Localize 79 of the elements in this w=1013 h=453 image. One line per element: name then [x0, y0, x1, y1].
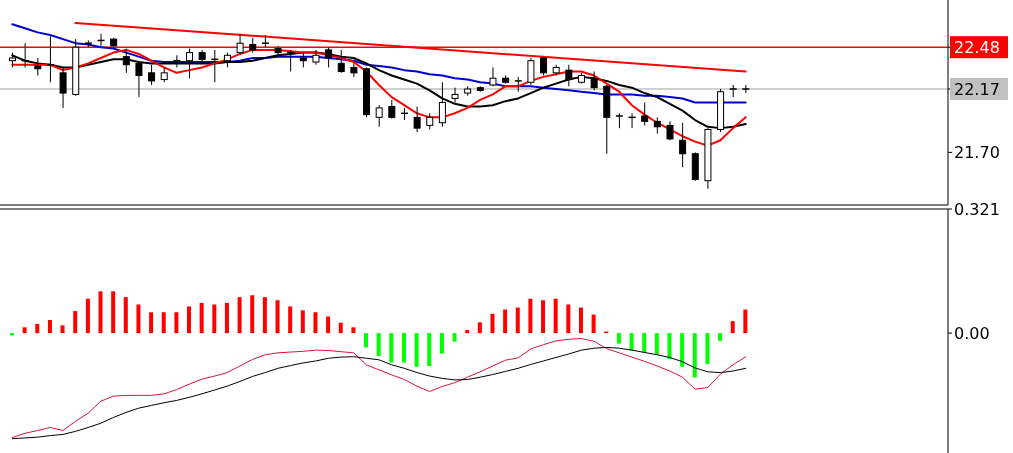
candlestick	[527, 57, 535, 86]
bar	[541, 300, 546, 334]
bar	[490, 313, 495, 334]
bar	[224, 302, 229, 334]
bar	[250, 295, 255, 334]
bar	[35, 323, 40, 334]
bar	[136, 304, 141, 334]
bar	[313, 312, 318, 334]
bar	[414, 333, 419, 367]
y-tick-label: 22.17	[954, 79, 1000, 99]
candlestick	[312, 49, 320, 66]
candlestick	[565, 64, 573, 87]
bar	[705, 333, 710, 365]
bar	[73, 311, 78, 334]
bar	[85, 298, 90, 334]
bar	[326, 316, 331, 334]
bar	[718, 333, 723, 341]
bar	[427, 333, 432, 366]
bar	[566, 304, 571, 334]
bar	[642, 333, 647, 353]
bar	[111, 291, 116, 334]
bar	[730, 321, 735, 334]
bar	[528, 298, 533, 334]
bar	[187, 306, 192, 334]
bar	[123, 297, 128, 334]
bar	[174, 312, 179, 334]
candlestick	[148, 64, 156, 86]
bar	[22, 327, 27, 334]
candlestick	[741, 84, 751, 94]
bar	[376, 333, 381, 356]
bar	[149, 312, 154, 334]
bar	[275, 300, 280, 334]
bar	[98, 291, 103, 334]
bar	[439, 333, 444, 354]
candlestick	[236, 33, 244, 55]
bar	[161, 312, 166, 334]
bar	[288, 306, 293, 334]
bar	[465, 330, 470, 334]
bar	[389, 333, 394, 363]
bar	[578, 307, 583, 334]
bar	[262, 297, 267, 334]
bar	[364, 333, 369, 348]
bar	[515, 307, 520, 334]
line-series	[11, 23, 747, 104]
bar	[47, 319, 52, 334]
bar	[654, 333, 659, 355]
bar	[692, 333, 697, 378]
bar	[680, 333, 685, 367]
bar	[553, 298, 558, 334]
bar	[338, 322, 343, 334]
candlestick	[590, 70, 598, 91]
y-tick-label: 21.70	[954, 142, 1000, 162]
bar	[401, 333, 406, 363]
candlestick	[135, 60, 143, 98]
bar	[351, 327, 356, 334]
candlestick	[350, 62, 358, 78]
bar	[212, 304, 217, 334]
bar	[300, 310, 305, 334]
candlestick	[59, 66, 67, 109]
candlestick	[388, 99, 396, 120]
y-tick-label: 22.48	[954, 37, 1000, 57]
bar	[199, 302, 204, 334]
candlestick	[641, 102, 649, 126]
candlestick	[679, 122, 687, 168]
y-tick-label: 0.321	[954, 199, 1000, 219]
candlestick	[413, 106, 421, 133]
y-tick-label: 0.00	[954, 323, 990, 343]
bar	[452, 333, 457, 342]
candlestick	[451, 87, 459, 103]
bar	[503, 309, 508, 334]
bar	[629, 333, 634, 351]
bar	[237, 297, 242, 334]
bar	[667, 333, 672, 360]
candlestick	[375, 104, 383, 128]
bar	[60, 325, 65, 334]
bar	[591, 314, 596, 334]
bar	[743, 309, 748, 334]
bar	[616, 333, 621, 344]
bar	[477, 322, 482, 334]
